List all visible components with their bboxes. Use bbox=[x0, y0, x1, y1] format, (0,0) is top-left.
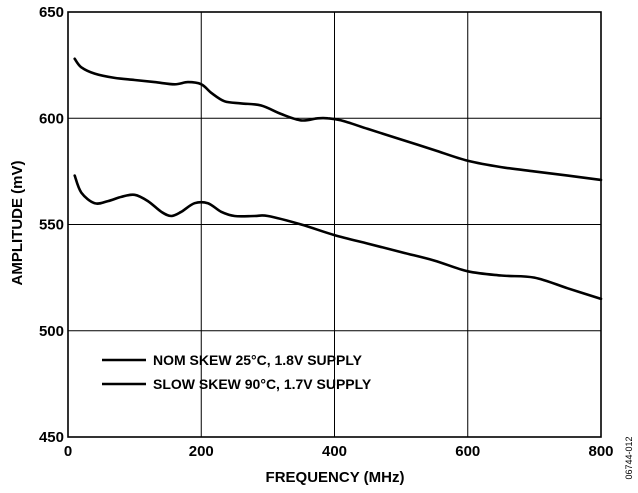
legend: NOM SKEW 25°C, 1.8V SUPPLY SLOW SKEW 90°… bbox=[102, 352, 372, 392]
series-lines bbox=[73, 57, 603, 301]
figure-id: 06744-012 bbox=[624, 436, 634, 479]
y-tick-label-600: 600 bbox=[39, 110, 64, 127]
x-axis-title: FREQUENCY (MHz) bbox=[266, 469, 405, 486]
x-tick-label-600: 600 bbox=[455, 443, 480, 460]
y-tick-labels: 450 500 550 600 650 bbox=[39, 4, 64, 446]
x-tick-label-200: 200 bbox=[189, 443, 214, 460]
y-axis-title: AMPLITUDE (mV) bbox=[9, 161, 26, 286]
legend-label-nom-skew: NOM SKEW 25°C, 1.8V SUPPLY bbox=[153, 352, 363, 368]
series-line-slow-skew bbox=[73, 174, 603, 301]
y-tick-label-500: 500 bbox=[39, 323, 64, 340]
y-tick-label-550: 550 bbox=[39, 217, 64, 234]
x-tick-label-0: 0 bbox=[64, 443, 72, 460]
x-tick-label-400: 400 bbox=[322, 443, 347, 460]
y-tick-label-450: 450 bbox=[39, 429, 64, 446]
x-tick-labels: 0 200 400 600 800 bbox=[64, 443, 614, 460]
series-line-nom-skew bbox=[73, 57, 603, 182]
x-tick-label-800: 800 bbox=[588, 443, 613, 460]
gridlines bbox=[68, 12, 601, 437]
y-tick-label-650: 650 bbox=[39, 4, 64, 21]
plot-frame bbox=[67, 11, 602, 438]
legend-label-slow-skew: SLOW SKEW 90°C, 1.7V SUPPLY bbox=[153, 376, 372, 392]
